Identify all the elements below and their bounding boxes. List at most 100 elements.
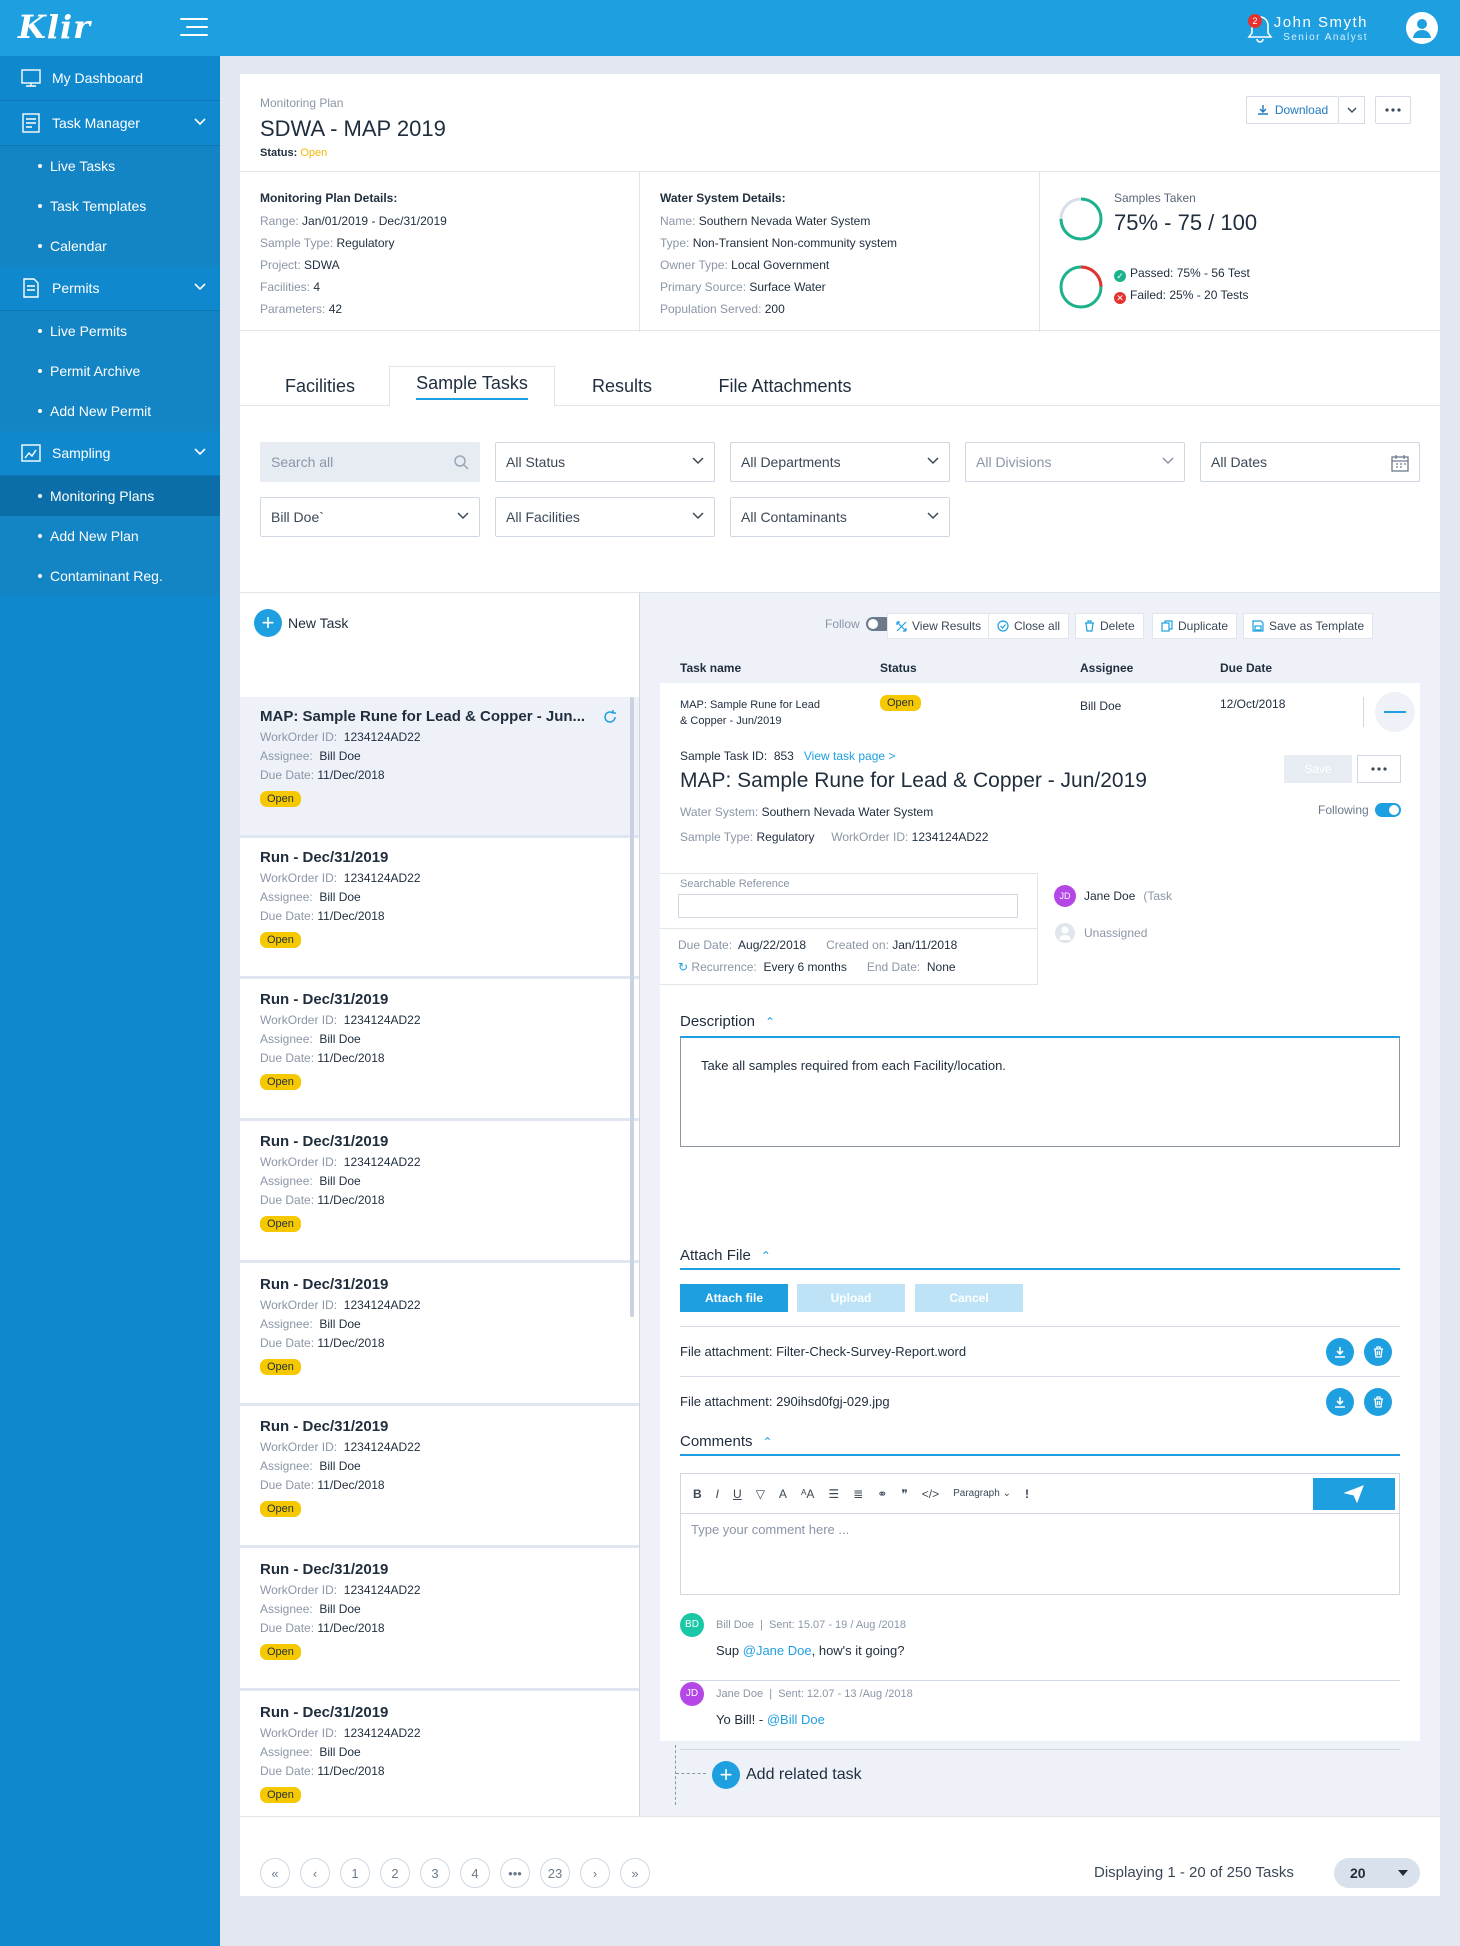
next-page-button[interactable]: › (580, 1858, 610, 1888)
description-text[interactable]: Take all samples required from each Faci… (680, 1036, 1400, 1147)
search-input[interactable]: Search all (260, 442, 480, 482)
more-options-button[interactable] (1375, 96, 1411, 124)
italic-icon[interactable]: I (715, 1486, 720, 1501)
underline-icon[interactable]: U (733, 1486, 742, 1501)
quote-icon[interactable]: ❞ (901, 1486, 908, 1501)
font-size-icon[interactable]: ᴬA (800, 1486, 815, 1501)
more-options-button[interactable] (1357, 755, 1401, 783)
paragraph-select[interactable]: Paragraph ⌄ (953, 1488, 1011, 1499)
duplicate-button[interactable]: Duplicate (1152, 613, 1238, 639)
sidebar-item-live-tasks[interactable]: Live Tasks (0, 146, 220, 186)
app-logo[interactable]: Klir (18, 8, 91, 46)
user-avatar-icon[interactable] (1406, 12, 1438, 44)
task-list-item[interactable]: Run - Dec/31/2019 WorkOrder ID: 1234124A… (240, 838, 639, 979)
assignee-jane-doe[interactable]: JD Jane Doe (Task (1054, 885, 1172, 907)
attach-file-button[interactable]: Attach file (680, 1284, 788, 1312)
tab-results[interactable]: Results (562, 366, 682, 407)
sidebar-item-add-new-plan[interactable]: Add New Plan (0, 516, 220, 556)
task-list-item[interactable]: MAP: Sample Rune for Lead & Copper - Jun… (240, 697, 639, 838)
add-related-task-button[interactable]: + Add related task (712, 1761, 862, 1789)
task-list-item[interactable]: Run - Dec/31/2019 WorkOrder ID: 1234124A… (240, 1693, 639, 1816)
sidebar-item-calendar[interactable]: Calendar (0, 226, 220, 266)
mention-link[interactable]: @Jane Doe (742, 1643, 812, 1658)
download-icon[interactable] (1326, 1338, 1354, 1366)
send-button[interactable] (1313, 1478, 1395, 1510)
bold-icon[interactable]: B (693, 1486, 702, 1501)
more-pages-icon[interactable]: ••• (500, 1858, 530, 1888)
collapse-button[interactable] (1375, 692, 1415, 732)
description-header[interactable]: Description ⌃ (680, 1013, 1400, 1034)
menu-icon[interactable] (180, 18, 208, 38)
sidebar-item-task-manager[interactable]: Task Manager (0, 101, 220, 146)
tab-facilities[interactable]: Facilities (260, 366, 380, 407)
sidebar-item-monitoring-plans[interactable]: Monitoring Plans (0, 476, 220, 516)
task-list-item[interactable]: Run - Dec/31/2019 WorkOrder ID: 1234124A… (240, 1265, 639, 1406)
cancel-button[interactable]: Cancel (915, 1284, 1023, 1312)
sidebar-item-live-permits[interactable]: Live Permits (0, 311, 220, 351)
task-list-item[interactable]: Run - Dec/31/2019 WorkOrder ID: 1234124A… (240, 1407, 639, 1548)
follow-toggle[interactable]: Follow (825, 617, 892, 631)
trash-icon[interactable] (1364, 1388, 1392, 1416)
page-3-button[interactable]: 3 (420, 1858, 450, 1888)
column-header-assignee[interactable]: Assignee (1080, 661, 1134, 675)
numbered-list-icon[interactable]: ≣ (853, 1486, 864, 1501)
sidebar-item-my-dashboard[interactable]: My Dashboard (0, 56, 220, 101)
column-header-status[interactable]: Status (880, 661, 917, 675)
font-color-icon[interactable]: A (778, 1486, 787, 1501)
close-all-button[interactable]: Close all (988, 613, 1070, 639)
page-1-button[interactable]: 1 (340, 1858, 370, 1888)
bullet-list-icon[interactable]: ☰ (828, 1486, 840, 1501)
upload-button[interactable]: Upload (797, 1284, 905, 1312)
tab-sample-tasks[interactable]: Sample Tasks (389, 366, 555, 407)
important-icon[interactable]: ! (1024, 1486, 1029, 1501)
per-page-select[interactable]: 20 (1334, 1858, 1420, 1888)
new-task-button[interactable]: + New Task (254, 609, 348, 637)
download-button[interactable]: Download (1246, 96, 1339, 124)
following-toggle[interactable]: Following (1318, 803, 1401, 817)
column-header-due-date[interactable]: Due Date (1220, 661, 1273, 675)
searchable-reference-input[interactable] (678, 894, 1018, 918)
list-scrollbar[interactable] (630, 697, 634, 1317)
toggle-switch[interactable] (1374, 803, 1401, 817)
user-name[interactable]: John Smyth (1273, 14, 1368, 31)
assignee-filter[interactable]: Bill Doe` (260, 497, 480, 537)
file-name[interactable]: File attachment: 290ihsd0fgj-029.jpg (680, 1394, 890, 1409)
contaminants-filter[interactable]: All Contaminants (730, 497, 950, 537)
delete-button[interactable]: Delete (1075, 613, 1144, 639)
link-icon[interactable]: ⚭ (877, 1486, 888, 1501)
page-4-button[interactable]: 4 (460, 1858, 490, 1888)
status-filter[interactable]: All Status (495, 442, 715, 482)
sidebar-item-sampling[interactable]: Sampling (0, 431, 220, 476)
view-results-button[interactable]: View Results (887, 613, 991, 639)
column-header-task-name[interactable]: Task name (680, 661, 742, 675)
departments-filter[interactable]: All Departments (730, 442, 950, 482)
divisions-filter[interactable]: All Divisions (965, 442, 1185, 482)
sidebar-item-permit-archive[interactable]: Permit Archive (0, 351, 220, 391)
code-icon[interactable]: </> (921, 1486, 940, 1501)
mention-link[interactable]: @Bill Doe (766, 1712, 825, 1727)
highlight-icon[interactable]: ▽ (755, 1486, 765, 1501)
download-icon[interactable] (1326, 1388, 1354, 1416)
sidebar-item-task-templates[interactable]: Task Templates (0, 186, 220, 226)
sidebar-item-add-new-permit[interactable]: Add New Permit (0, 391, 220, 431)
download-dropdown-button[interactable] (1339, 96, 1365, 124)
task-list-item[interactable]: Run - Dec/31/2019 WorkOrder ID: 1234124A… (240, 1550, 639, 1691)
file-name[interactable]: File attachment: Filter-Check-Survey-Rep… (680, 1344, 967, 1359)
first-page-button[interactable]: « (260, 1858, 290, 1888)
attach-file-header[interactable]: Attach File ⌃ (680, 1247, 1400, 1270)
last-page-button[interactable]: » (620, 1858, 650, 1888)
task-list-item[interactable]: Run - Dec/31/2019 WorkOrder ID: 1234124A… (240, 1122, 639, 1263)
view-task-page-link[interactable]: View task page > (803, 749, 896, 763)
assignee-unassigned[interactable]: Unassigned (1054, 922, 1147, 944)
save-as-template-button[interactable]: Save as Template (1243, 613, 1374, 639)
prev-page-button[interactable]: ‹ (300, 1858, 330, 1888)
trash-icon[interactable] (1364, 1338, 1392, 1366)
page-2-button[interactable]: 2 (380, 1858, 410, 1888)
comment-input[interactable]: Type your comment here ... (691, 1522, 850, 1537)
tab-file-attachments[interactable]: File Attachments (695, 366, 875, 407)
sidebar-item-permits[interactable]: Permits (0, 266, 220, 311)
table-row[interactable]: MAP: Sample Rune for Lead & Copper - Jun… (660, 683, 1420, 741)
page-23-button[interactable]: 23 (540, 1858, 570, 1888)
save-button[interactable]: Save (1284, 755, 1352, 783)
sidebar-item-contaminant-reg[interactable]: Contaminant Reg. (0, 556, 220, 596)
